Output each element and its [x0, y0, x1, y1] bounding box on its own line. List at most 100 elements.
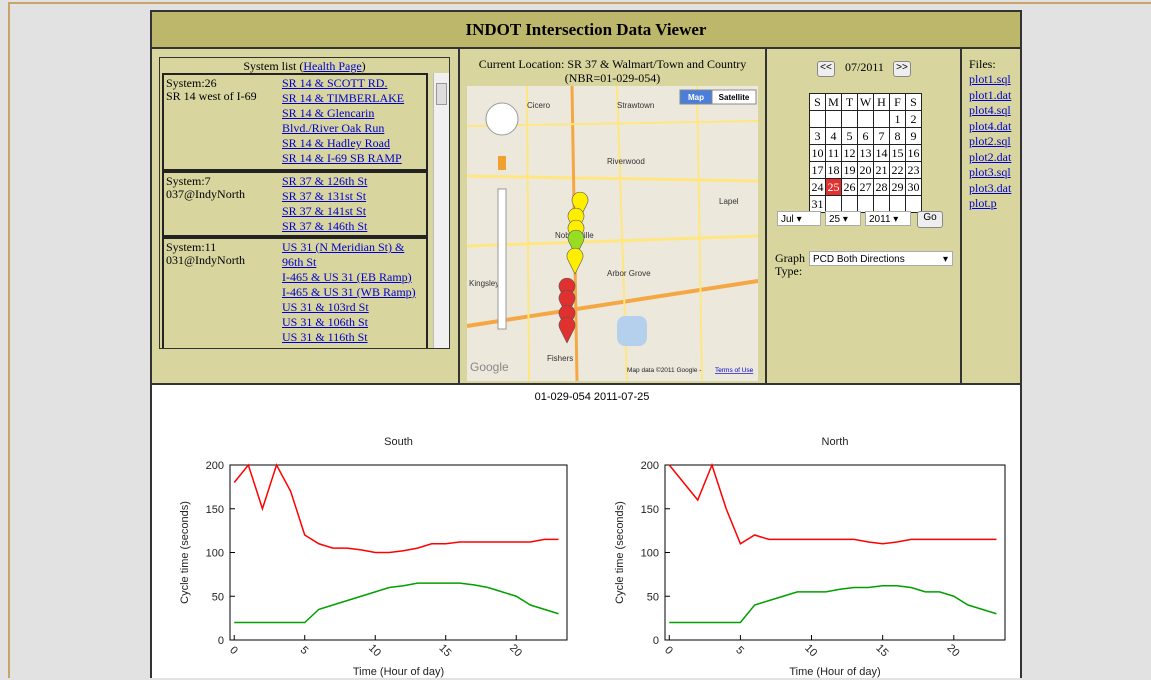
intersection-link[interactable]: SR 14 & I-69 SB RAMP [282, 151, 422, 166]
day[interactable]: 15 [890, 145, 906, 162]
day[interactable]: 7 [874, 128, 890, 145]
intersection-link[interactable]: US 31 & 116th St [282, 330, 422, 345]
intersection-link[interactable]: SR 14 & TIMBERLAKE [282, 91, 422, 106]
day[interactable]: 31 [810, 196, 826, 213]
empty-day [858, 196, 874, 213]
day[interactable]: 21 [874, 162, 890, 179]
day[interactable]: 30 [906, 179, 922, 196]
place-label: Kingsley [469, 279, 499, 288]
day[interactable]: 25 [826, 179, 842, 196]
intersection-link[interactable]: SR 14 & SCOTT RD. [282, 76, 422, 91]
day[interactable]: 12 [842, 145, 858, 162]
scrollbar[interactable] [433, 73, 449, 348]
intersection-link[interactable]: SR 37 & 126th St [282, 174, 422, 189]
weekday: W [858, 94, 874, 111]
day[interactable]: 13 [858, 145, 874, 162]
graph-type-select[interactable]: PCD Both Directions▾ [809, 251, 953, 266]
day[interactable]: 18 [826, 162, 842, 179]
day[interactable]: 1 [890, 111, 906, 128]
intersection-link[interactable]: US 31 & 103rd St [282, 300, 422, 315]
intersection-link[interactable]: SR 37 & 131st St [282, 189, 422, 204]
intersection-link[interactable]: SR 14 & Glencarin Blvd./River Oak Run [282, 106, 422, 136]
day[interactable]: 26 [842, 179, 858, 196]
pan-control[interactable] [486, 103, 518, 135]
calendar: SMTWHFS123456789101112131415161718192021… [809, 93, 922, 213]
empty-day [890, 196, 906, 213]
month-select[interactable]: Jul ▾ [777, 211, 821, 226]
x-tick-label: 10 [802, 642, 819, 659]
file-link[interactable]: plot1.dat [969, 88, 1020, 104]
day[interactable]: 2 [906, 111, 922, 128]
system-desc: SR 14 west of I-69 [166, 89, 257, 104]
day[interactable]: 3 [810, 128, 826, 145]
zoom-slider[interactable] [498, 189, 506, 329]
day[interactable]: 6 [858, 128, 874, 145]
place-label: Riverwood [607, 157, 645, 166]
system-list: System list (Health Page) System:26SR 14… [159, 57, 450, 349]
series-line [669, 586, 996, 623]
intersection-link[interactable]: US 31 & 126th St [282, 345, 422, 349]
top-row: System list (Health Page) System:26SR 14… [152, 49, 1020, 385]
day-select[interactable]: 25 ▾ [825, 211, 861, 226]
intersection-link[interactable]: I-465 & US 31 (EB Ramp) [282, 270, 422, 285]
x-tick-label: 5 [733, 644, 746, 657]
day[interactable]: 5 [842, 128, 858, 145]
value: 25 [829, 214, 840, 225]
calendar-panel: << 07/2011 >> SMTWHFS1234567891011121314… [767, 49, 962, 383]
day[interactable]: 23 [906, 162, 922, 179]
day[interactable]: 11 [826, 145, 842, 162]
pegman[interactable] [498, 156, 506, 170]
intersection-link[interactable]: I-465 & US 31 (WB Ramp) [282, 285, 422, 300]
intersection-link[interactable]: SR 37 & 141st St [282, 204, 422, 219]
links: SR 37 & 126th StSR 37 & 131st StSR 37 & … [282, 174, 422, 234]
day[interactable]: 22 [890, 162, 906, 179]
intersection-link[interactable]: US 31 (N Meridian St) & 96th St [282, 240, 422, 270]
empty-day [826, 111, 842, 128]
map-type-label: Map [688, 93, 704, 102]
day[interactable]: 16 [906, 145, 922, 162]
day[interactable]: 20 [858, 162, 874, 179]
week: 12 [810, 111, 922, 128]
day[interactable]: 29 [890, 179, 906, 196]
intersection-link[interactable]: SR 37 & 146th St [282, 219, 422, 234]
map[interactable]: CiceroStrawtownRiverwoodNoblesvilleArbor… [467, 86, 758, 381]
intersection-link[interactable]: US 31 & 106th St [282, 315, 422, 330]
day[interactable]: 24 [810, 179, 826, 196]
day[interactable]: 28 [874, 179, 890, 196]
prev-month[interactable]: << [817, 61, 835, 77]
scroll-thumb[interactable] [436, 83, 447, 105]
health-link[interactable]: Health Page [303, 59, 361, 73]
go-button[interactable]: Go [917, 211, 943, 228]
links: US 31 (N Meridian St) & 96th StI-465 & U… [282, 240, 422, 349]
day[interactable]: 14 [874, 145, 890, 162]
file-link[interactable]: plot2.dat [969, 150, 1020, 166]
map-panel: Current Location: SR 37 & Walmart/Town a… [460, 49, 767, 383]
file-link[interactable]: plot4.sql [969, 103, 1020, 119]
day[interactable]: 19 [842, 162, 858, 179]
year-select[interactable]: 2011 ▾ [865, 211, 911, 226]
y-tick-label: 100 [206, 548, 224, 560]
intersection-link[interactable]: SR 14 & Hadley Road [282, 136, 422, 151]
day[interactable]: 4 [826, 128, 842, 145]
location: Current Location: SR 37 & Walmart/Town a… [470, 57, 755, 85]
day[interactable]: 27 [858, 179, 874, 196]
file-link[interactable]: plot3.dat [969, 181, 1020, 197]
file-link[interactable]: plot2.sql [969, 134, 1020, 150]
day[interactable]: 17 [810, 162, 826, 179]
place-label: Fishers [547, 354, 573, 363]
viewer: INDOT Intersection Data Viewer System li… [150, 10, 1022, 678]
map-terms[interactable]: Terms of Use [715, 367, 754, 374]
file-link[interactable]: plot3.sql [969, 165, 1020, 181]
plot-frame [230, 465, 567, 640]
series-line [234, 583, 558, 622]
day[interactable]: 10 [810, 145, 826, 162]
file-link[interactable]: plot4.dat [969, 119, 1020, 135]
file-link[interactable]: plot.p [969, 196, 1020, 212]
weekday: S [906, 94, 922, 111]
graph-type-label: Graph Type: [775, 252, 811, 278]
day[interactable]: 9 [906, 128, 922, 145]
next-month[interactable]: >> [893, 61, 911, 77]
day[interactable]: 8 [890, 128, 906, 145]
file-link[interactable]: plot1.sql [969, 72, 1020, 88]
